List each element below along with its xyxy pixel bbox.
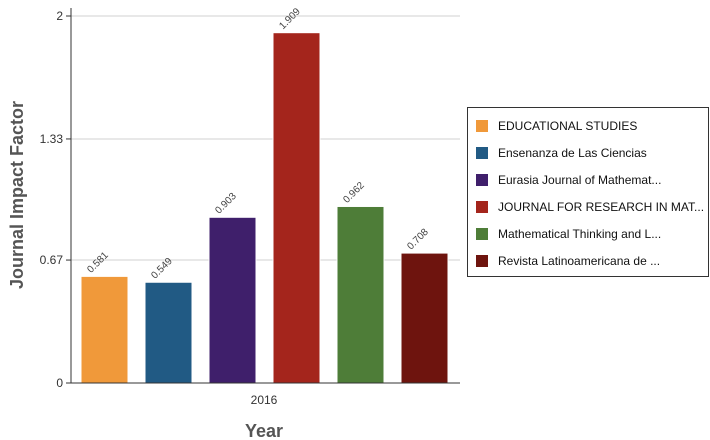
legend-swatch	[476, 120, 488, 132]
x-tick-label: 2016	[251, 393, 278, 407]
legend-swatch	[476, 228, 488, 240]
legend-label: Eurasia Journal of Mathemat...	[498, 173, 662, 187]
legend-item[interactable]: Ensenanza de Las Ciencias	[476, 145, 647, 161]
bar[interactable]	[144, 281, 193, 384]
y-ticks: 0 0.67 1.33 2	[40, 9, 71, 390]
legend: EDUCATIONAL STUDIES Ensenanza de Las Cien…	[467, 107, 709, 277]
legend-swatch	[476, 201, 488, 213]
bar[interactable]	[208, 216, 257, 384]
y-axis-title: Journal Impact Factor	[7, 101, 27, 289]
legend-item[interactable]: Mathematical Thinking and L...	[476, 226, 661, 242]
legend-label: Revista Latinoamericana de ...	[498, 254, 661, 268]
bar[interactable]	[80, 275, 129, 384]
bars	[80, 32, 449, 384]
legend-label: Ensenanza de Las Ciencias	[498, 146, 647, 160]
legend-item[interactable]: Revista Latinoamericana de ...	[476, 253, 660, 269]
bar-value-label: 1.909	[277, 6, 303, 32]
bar-value-label: 0.962	[341, 180, 367, 206]
bar-value-label: 0.708	[405, 226, 431, 252]
y-tick-label: 0	[56, 376, 63, 390]
legend-item[interactable]: JOURNAL FOR RESEARCH IN MAT...	[476, 199, 704, 215]
legend-swatch	[476, 255, 488, 267]
bar-value-label: 0.549	[149, 256, 175, 282]
legend-label: EDUCATIONAL STUDIES	[498, 119, 638, 133]
bar[interactable]	[400, 252, 449, 384]
legend-label: Mathematical Thinking and L...	[498, 227, 662, 241]
bar[interactable]	[272, 32, 321, 384]
gridlines	[71, 15, 460, 261]
y-tick-label: 2	[56, 9, 63, 23]
legend-label: JOURNAL FOR RESEARCH IN MAT...	[498, 200, 705, 214]
legend-item[interactable]: Eurasia Journal of Mathemat...	[476, 172, 661, 188]
legend-item[interactable]: EDUCATIONAL STUDIES	[476, 118, 637, 134]
bar[interactable]	[336, 205, 385, 384]
y-tick-label: 1.33	[40, 132, 64, 146]
legend-swatch	[476, 174, 488, 186]
bar-value-label: 0.903	[213, 191, 239, 217]
bar-value-label: 0.581	[85, 250, 111, 276]
y-tick-label: 0.67	[40, 253, 64, 267]
x-axis-title: Year	[245, 421, 283, 440]
legend-swatch	[476, 147, 488, 159]
